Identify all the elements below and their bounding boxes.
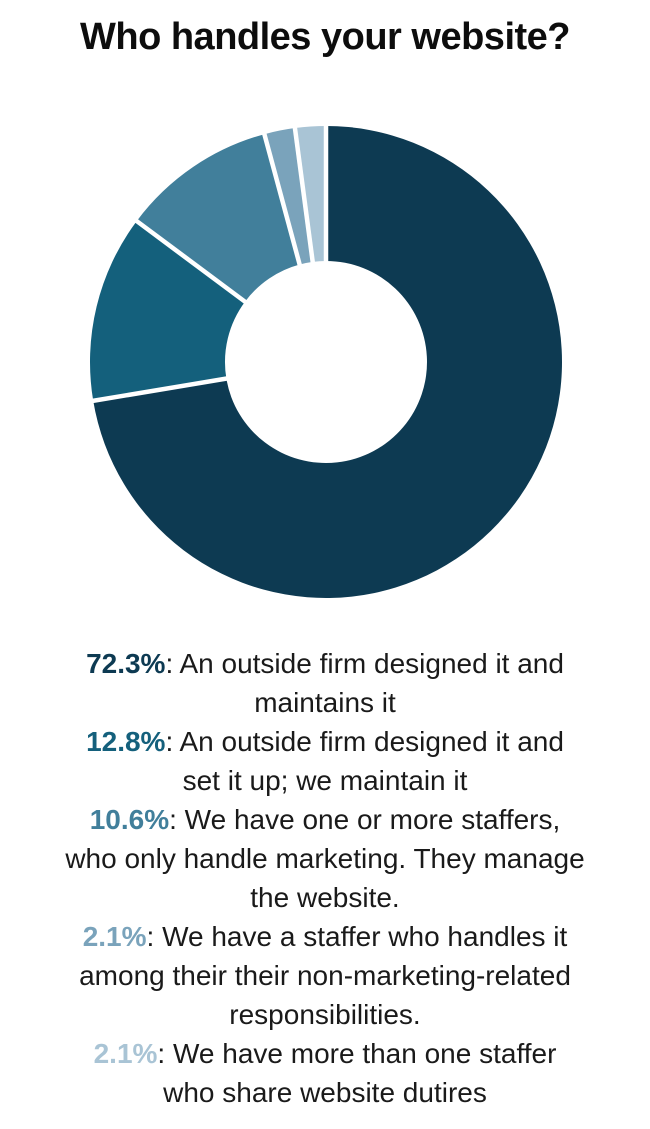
title-bar: Who handles your website?	[0, 0, 650, 100]
legend-percent: 2.1%	[82, 921, 147, 952]
legend-item: 72.3%: An outside firm designed it and m…	[20, 644, 630, 722]
legend-text: : An outside firm designed it and set it…	[165, 726, 564, 796]
slice-separator	[133, 218, 248, 305]
slice-separator	[292, 125, 316, 265]
legend-percent: 12.8%	[86, 726, 166, 757]
chart-area	[0, 100, 650, 600]
legend-item: 12.8%: An outside firm designed it and s…	[20, 722, 630, 800]
donut-slice	[136, 134, 300, 302]
legend-percent: 10.6%	[89, 804, 170, 835]
slice-separator	[261, 131, 303, 268]
legend-text: : We have a staffer who handles it among…	[79, 921, 571, 1030]
legend-percent: 2.1%	[93, 1038, 158, 1069]
legend-item: 10.6%: We have one or more staffers, who…	[20, 800, 630, 917]
legend-text: : We have more than one staffer who shar…	[157, 1038, 557, 1108]
legend-item: 2.1%: We have a staffer who handles it a…	[20, 917, 630, 1034]
legend-item: 2.1%: We have more than one staffer who …	[20, 1034, 630, 1112]
legend: 72.3%: An outside firm designed it and m…	[20, 644, 630, 1112]
donut-slice	[264, 128, 313, 265]
donut-slice	[90, 221, 245, 401]
slice-separator	[90, 376, 229, 404]
donut-slice	[294, 126, 326, 262]
legend-text: : We have one or more staffers, who only…	[65, 804, 585, 913]
legend-text: : An outside firm designed it and mainta…	[165, 648, 564, 718]
donut-slice	[93, 126, 563, 598]
page-title: Who handles your website?	[80, 16, 571, 58]
donut-chart	[90, 124, 563, 598]
legend-percent: 72.3%	[86, 648, 166, 679]
